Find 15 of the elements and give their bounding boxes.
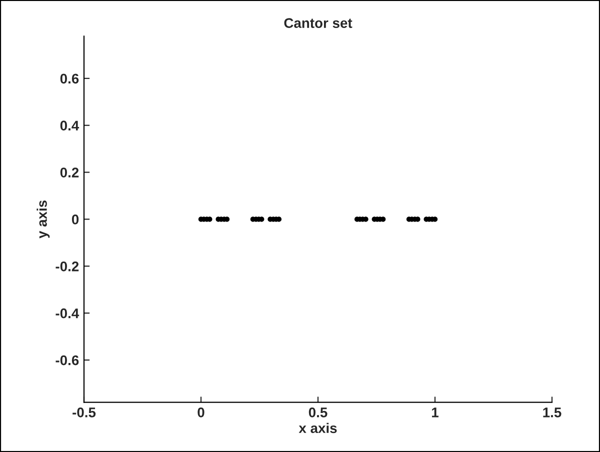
- y-tick-label: 0: [72, 214, 79, 224]
- y-tick-label: -0.4: [56, 308, 80, 318]
- x-axis-title: x axis: [298, 422, 337, 434]
- y-axis-title: y axis: [36, 200, 50, 238]
- y-tick-label: 0.6: [60, 74, 79, 84]
- chart-title: Cantor set: [284, 18, 352, 28]
- y-tick-label: -0.2: [56, 261, 79, 272]
- y-tick-label: -0.6: [56, 355, 79, 366]
- x-tick-label: 1: [432, 408, 438, 418]
- x-tick-label: 1.5: [543, 408, 562, 418]
- x-tick-label: 0.5: [308, 408, 328, 418]
- y-tick-label: 0.2: [60, 168, 79, 178]
- x-tick-label: 0: [198, 408, 204, 418]
- x-tick-label: -0.5: [72, 408, 96, 418]
- y-tick-label: 0.4: [60, 120, 80, 131]
